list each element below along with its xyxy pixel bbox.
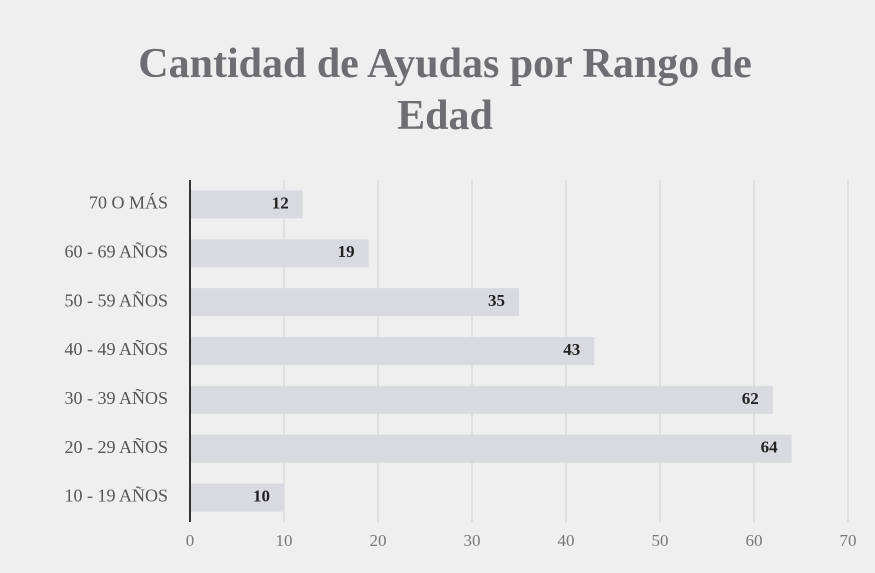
value-label: 43 xyxy=(563,340,580,359)
bar xyxy=(190,385,773,414)
y-tick-label: 60 - 69 AÑOS xyxy=(64,240,168,261)
y-tick-label: 70 O MÁS xyxy=(89,192,168,213)
x-tick-label: 70 xyxy=(840,531,857,550)
bar xyxy=(190,239,369,268)
value-label: 64 xyxy=(761,438,779,457)
x-tick-label: 10 xyxy=(276,531,293,550)
y-tick-label: 10 - 19 AÑOS xyxy=(64,485,168,506)
x-tick-label: 20 xyxy=(370,531,387,550)
y-tick-label: 30 - 39 AÑOS xyxy=(64,387,168,408)
value-label: 12 xyxy=(272,193,289,212)
x-tick-label: 50 xyxy=(652,531,669,550)
value-label: 35 xyxy=(488,291,505,310)
bar xyxy=(190,288,519,317)
chart-title: Cantidad de Ayudas por Rango de Edad xyxy=(138,41,752,139)
y-tick-label: 20 - 29 AÑOS xyxy=(64,436,168,457)
value-label: 10 xyxy=(253,486,270,505)
bar xyxy=(190,337,595,365)
bar xyxy=(190,190,303,219)
bar xyxy=(190,434,792,463)
x-tick-label: 60 xyxy=(746,531,763,550)
bar xyxy=(190,483,284,512)
x-tick-label: 40 xyxy=(558,531,575,550)
x-tick-label: 0 xyxy=(186,531,195,550)
y-tick-label: 50 - 59 AÑOS xyxy=(64,289,168,310)
y-tick-label: 40 - 49 AÑOS xyxy=(64,338,168,359)
value-label: 62 xyxy=(742,389,759,408)
value-label: 19 xyxy=(338,242,355,261)
x-tick-label: 30 xyxy=(464,531,481,550)
